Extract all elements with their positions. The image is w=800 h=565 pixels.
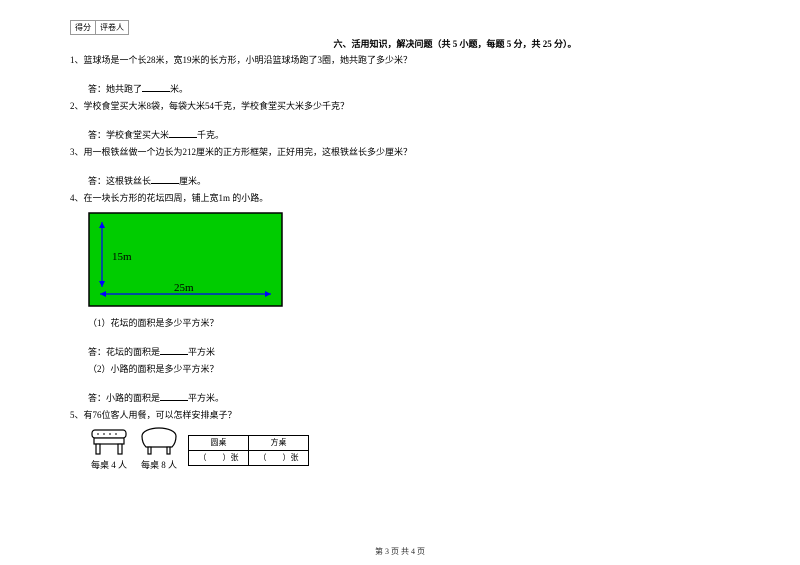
score-cell-score: 得分 — [71, 21, 96, 35]
question-3-answer: 答：这根铁丝长 厘米。 — [88, 174, 730, 189]
q3-ans-prefix: 答：这根铁丝长 — [88, 176, 151, 186]
tables-figure: 每桌 4 人 每桌 8 人 圆桌 方桌 （ ）张 （ ）张 — [88, 427, 730, 473]
q4-ans1-prefix: 答：花坛的面积是 — [88, 347, 160, 357]
q3-ans-suffix: 厘米。 — [179, 176, 206, 186]
round-table-icon — [138, 427, 180, 457]
round-table-group: 每桌 8 人 — [138, 427, 180, 473]
q1-ans-prefix: 答：她共跑了 — [88, 84, 142, 94]
question-2-answer: 答：学校食堂买大米 千克。 — [88, 128, 730, 143]
q4-sub2: （2）小路的面积是多少平方米？ — [88, 363, 730, 377]
question-3: 3、用一根铁丝做一个边长为212厘米的正方形框架，正好用完，这根铁丝长多少厘米？… — [70, 146, 730, 188]
question-1: 1、篮球场是一个长28米，宽19米的长方形，小明沿篮球场跑了3圈，她共跑了多少米… — [70, 54, 730, 96]
round-table-label: 每桌 8 人 — [141, 459, 177, 473]
question-5-text: 5、有76位客人用餐，可以怎样安排桌子？ — [70, 410, 237, 420]
q4-ans1-suffix: 平方米 — [188, 347, 215, 357]
q2-ans-prefix: 答：学校食堂买大米 — [88, 130, 169, 140]
question-3-text: 3、用一根铁丝做一个边长为212厘米的正方形框架，正好用完，这根铁丝长多少厘米？ — [70, 147, 412, 157]
flowerbed-figure: 15m 25m — [88, 212, 730, 312]
score-cell-grader: 评卷人 — [96, 21, 129, 35]
section-title: 六、活用知识，解决问题（共 5 小题，每题 5 分，共 25 分）。 — [180, 37, 730, 50]
q4-blank2 — [160, 391, 188, 401]
q2-ans-suffix: 千克。 — [197, 130, 224, 140]
height-label: 15m — [112, 251, 132, 263]
question-4-text: 4、在一块长方形的花坛四周，铺上宽1m 的小路。 — [70, 193, 268, 203]
square-table-group: 每桌 4 人 — [88, 427, 130, 473]
question-4: 4、在一块长方形的花坛四周，铺上宽1m 的小路。 15m 25m （1）花坛的面… — [70, 192, 730, 405]
q4-blank1 — [160, 345, 188, 355]
square-table-label: 每桌 4 人 — [91, 459, 127, 473]
width-label: 25m — [174, 282, 194, 294]
flowerbed-svg: 15m 25m — [88, 212, 283, 307]
choice-cell-round: （ ）张 — [189, 451, 249, 466]
square-table-icon — [88, 427, 130, 457]
question-1-answer: 答：她共跑了 米。 — [88, 82, 730, 97]
question-1-text: 1、篮球场是一个长28米，宽19米的长方形，小明沿篮球场跑了3圈，她共跑了多少米… — [70, 55, 412, 65]
question-5: 5、有76位客人用餐，可以怎样安排桌子？ 每桌 4 人 — [70, 409, 730, 472]
q4-sub1: （1）花坛的面积是多少平方米？ — [88, 317, 730, 331]
q4-ans2-prefix: 答：小路的面积是 — [88, 393, 160, 403]
question-2: 2、学校食堂买大米8袋，每袋大米54千克，学校食堂买大米多少千克？ 答：学校食堂… — [70, 100, 730, 142]
choice-header-round: 圆桌 — [189, 436, 249, 451]
q1-ans-suffix: 米。 — [170, 84, 188, 94]
choice-table: 圆桌 方桌 （ ）张 （ ）张 — [188, 435, 309, 466]
page-content: 得分 评卷人 六、活用知识，解决问题（共 5 小题，每题 5 分，共 25 分）… — [0, 0, 800, 486]
q2-blank — [169, 128, 197, 138]
q4-answer1: 答：花坛的面积是 平方米 — [88, 345, 730, 360]
score-box: 得分 评卷人 — [70, 20, 129, 35]
q4-answer2: 答：小路的面积是 平方米。 — [88, 391, 730, 406]
page-footer: 第 3 页 共 4 页 — [0, 546, 800, 557]
choice-cell-square: （ ）张 — [249, 451, 309, 466]
choice-header-square: 方桌 — [249, 436, 309, 451]
q3-blank — [151, 174, 179, 184]
q1-blank — [142, 82, 170, 92]
question-2-text: 2、学校食堂买大米8袋，每袋大米54千克，学校食堂买大米多少千克？ — [70, 101, 349, 111]
q4-ans2-suffix: 平方米。 — [188, 393, 224, 403]
